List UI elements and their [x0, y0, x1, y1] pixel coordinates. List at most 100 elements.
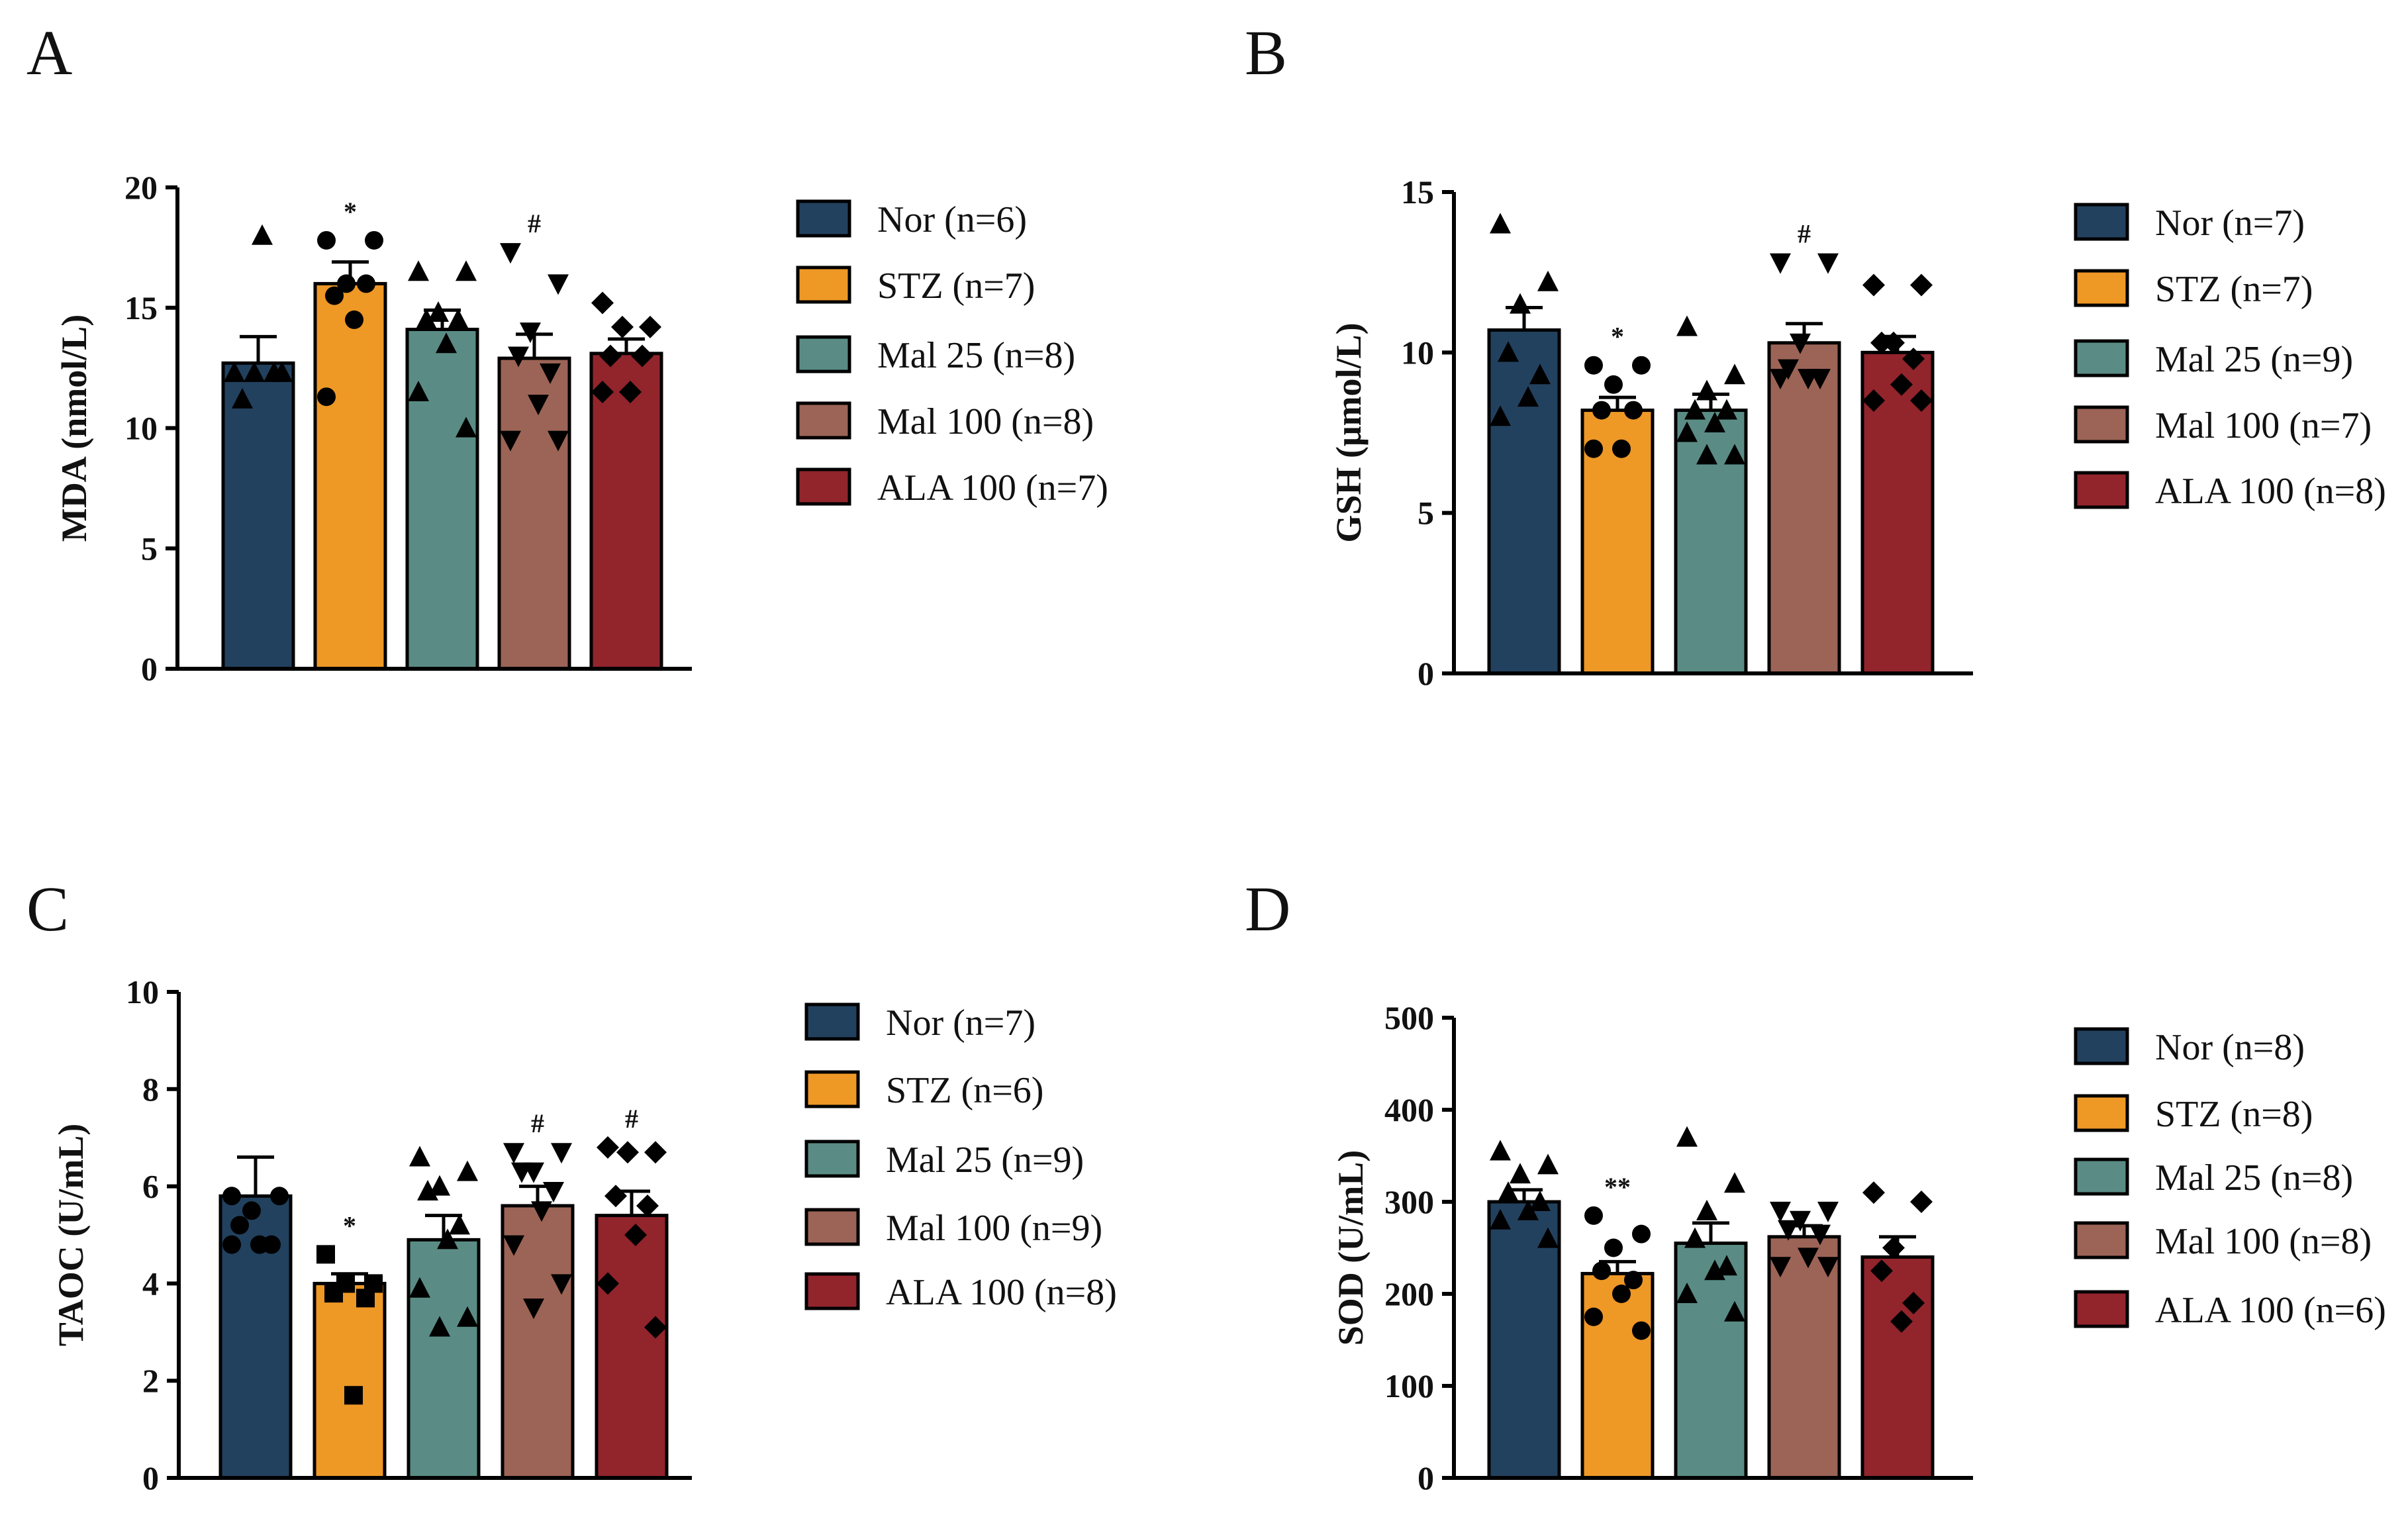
data-point-mal-25 — [1696, 379, 1717, 401]
panel-label: C — [26, 873, 69, 944]
data-point-stz — [365, 230, 383, 250]
data-point-stz — [317, 387, 336, 407]
data-point-mal-25 — [436, 332, 457, 354]
y-axis-label: MDA (nmol/L) — [54, 315, 94, 542]
data-point-mal-100 — [548, 430, 569, 452]
data-point-stz — [1612, 439, 1631, 458]
data-point-ala-100 — [1882, 1236, 1905, 1259]
significance-stz: * — [1611, 322, 1624, 352]
significance-stz: * — [344, 197, 357, 226]
legend-swatch-nor — [804, 1002, 860, 1041]
data-point-mal-25 — [1704, 411, 1725, 432]
data-point-mal-25 — [1724, 1172, 1745, 1193]
data-point-stz — [316, 1245, 335, 1264]
data-point-mal-25 — [429, 1175, 450, 1196]
data-point-mal-100 — [508, 346, 529, 367]
data-point-nor — [1537, 270, 1559, 291]
data-point-mal-25 — [1724, 444, 1745, 465]
bar-mal-100 — [1767, 1235, 1841, 1480]
data-point-ala-100 — [1890, 373, 1913, 396]
data-point-mal-100 — [1817, 1201, 1839, 1222]
data-point-nor — [1490, 405, 1511, 426]
data-point-mal-100 — [1770, 369, 1791, 390]
data-point-mal-100 — [531, 1201, 552, 1222]
legend-swatch-stz — [804, 1070, 860, 1108]
legend-swatch-stz — [2074, 269, 2129, 307]
data-point-mal-25 — [449, 1214, 470, 1235]
y-tick-label: 4 — [142, 1265, 159, 1302]
data-point-mal-25 — [1684, 1227, 1706, 1248]
data-point-mal-25 — [1704, 1259, 1725, 1281]
legend-label-stz: STZ (n=6) — [886, 1070, 1043, 1111]
panel-b: B * #0 5 10 15 GSH (μmol/L) Nor (n=7) STZ (n=7) M… — [1245, 17, 2386, 692]
legend-label-mal-100: Mal 100 (n=8) — [877, 401, 1094, 442]
data-point-stz — [1584, 1206, 1603, 1225]
data-point-nor — [270, 1187, 289, 1206]
y-tick-label: 5 — [141, 530, 158, 567]
data-point-nor — [1498, 1181, 1519, 1202]
data-point-ala-100 — [597, 1272, 619, 1295]
data-point-mal-100 — [503, 1235, 524, 1256]
significance-mal-100: # — [1798, 219, 1811, 249]
data-point-mal-25 — [416, 308, 437, 329]
legend-swatch-mal-25 — [796, 335, 851, 373]
data-point-ala-100 — [611, 315, 634, 338]
legend-swatch-mal-25 — [2074, 1157, 2129, 1196]
y-tick-label: 0 — [1418, 655, 1434, 692]
data-point-ala-100 — [624, 1224, 647, 1246]
bar-mal-25 — [405, 327, 479, 671]
data-point-mal-25 — [456, 416, 477, 438]
y-tick-label: 10 — [1401, 334, 1434, 371]
data-point-mal-100 — [520, 322, 541, 344]
data-point-ala-100 — [631, 344, 653, 367]
data-point-ala-100 — [597, 1136, 619, 1159]
data-point-nor — [1510, 1163, 1531, 1184]
legend-label-nor: Nor (n=7) — [2155, 203, 2305, 244]
data-point-nor — [222, 1187, 241, 1206]
data-point-ala-100 — [1862, 1181, 1885, 1204]
panel-label: B — [1245, 17, 1287, 88]
panel-a: A * #0 5 10 15 20 MDA (nmol/L) Nor (n=6) STZ (n=7… — [26, 17, 1108, 687]
data-point-mal-25 — [1716, 1255, 1737, 1276]
legend-swatch-nor — [2074, 1027, 2129, 1065]
data-point-ala-100 — [1910, 1191, 1933, 1213]
y-tick-label: 15 — [124, 289, 158, 326]
legend-label-mal-100: Mal 100 (n=7) — [2155, 405, 2372, 446]
data-point-mal-25 — [408, 260, 429, 281]
legend-swatch-stz — [2074, 1094, 2129, 1132]
legend-swatch-ala-100 — [2074, 1290, 2129, 1328]
data-point-nor — [224, 361, 245, 382]
legend-swatch-nor — [796, 199, 851, 238]
data-point-ala-100 — [636, 1194, 659, 1217]
data-point-stz — [356, 1289, 375, 1308]
data-point-stz — [1604, 1238, 1623, 1257]
data-point-nor — [242, 1201, 261, 1220]
data-point-mal-25 — [417, 1179, 438, 1200]
significance-stz: * — [343, 1210, 356, 1240]
data-point-mal-100 — [548, 274, 569, 295]
panel-label: D — [1245, 873, 1290, 944]
data-point-ala-100 — [644, 1316, 667, 1339]
data-point-stz — [1624, 1271, 1643, 1290]
y-axis-label: SOD (U/mL) — [1331, 1150, 1371, 1346]
legend-label-stz: STZ (n=7) — [2155, 269, 2313, 310]
legend-swatch-ala-100 — [804, 1272, 860, 1310]
data-point-mal-25 — [1696, 444, 1717, 465]
bar-ala-100 — [595, 1214, 669, 1480]
data-point-nor — [1537, 1227, 1559, 1248]
data-point-mal-100 — [1790, 1210, 1811, 1232]
y-tick-label: 5 — [1418, 495, 1434, 532]
data-point-stz — [337, 274, 356, 293]
bar-mal-100 — [1767, 341, 1841, 675]
data-point-mal-100 — [551, 1143, 572, 1164]
data-point-nor — [1498, 341, 1519, 362]
data-point-mal-25 — [1724, 1300, 1745, 1322]
data-point-nor — [232, 387, 253, 409]
legend-label-nor: Nor (n=8) — [2155, 1027, 2305, 1068]
data-point-ala-100 — [619, 380, 642, 403]
y-tick-label: 0 — [141, 650, 158, 687]
bar-nor — [221, 361, 295, 671]
y-tick-label: 20 — [124, 169, 158, 206]
data-point-stz — [1632, 1224, 1651, 1244]
legend-label-mal-25: Mal 25 (n=9) — [2155, 339, 2353, 380]
